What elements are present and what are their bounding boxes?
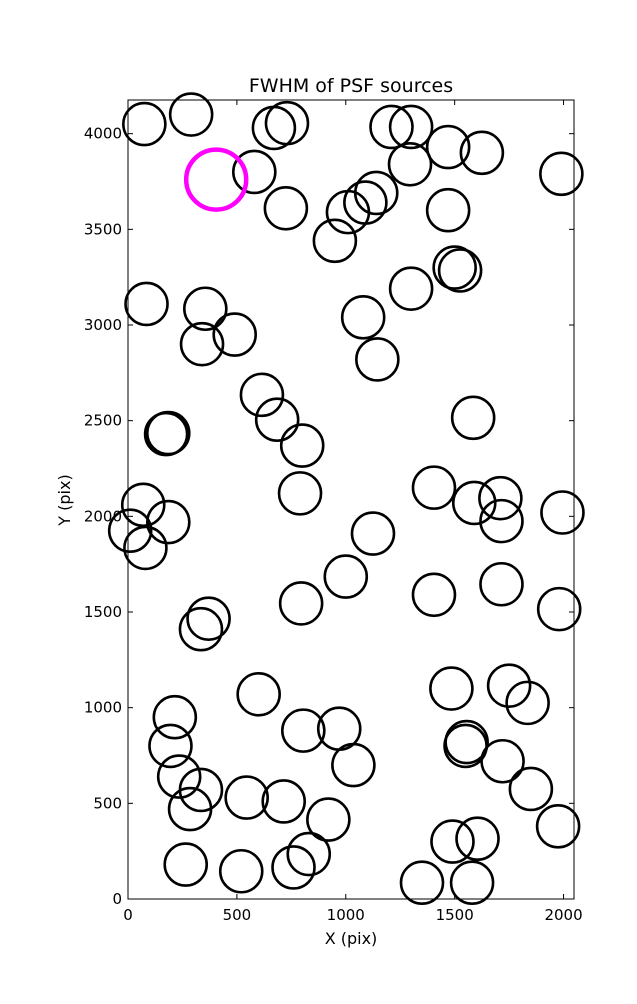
y-tick-label: 3500 [84,220,122,238]
source-circle [451,480,497,526]
source-circle [163,842,209,887]
source-circle [278,581,324,626]
source-circle [411,465,457,510]
source-circle [239,372,285,418]
source-circle [178,606,224,652]
source-circle [355,337,400,382]
source-circle [340,295,386,340]
source-circle [152,694,198,740]
source-circle [508,766,554,812]
source-circle [478,475,523,521]
source-circle [236,671,281,717]
marker-layer [107,92,585,906]
source-circle [168,92,214,137]
source-circle [277,471,323,516]
source-circle [271,845,316,890]
source-circle [331,742,376,788]
source-circle [167,786,213,832]
x-tick-label: 0 [123,906,133,924]
source-circle [479,561,524,607]
source-circle [218,848,264,894]
y-axis-ticks: 0 500 1000 1500 2000 2500 3000 3500 4000 [84,125,574,908]
source-circle [224,775,269,820]
y-tick-label: 2500 [84,412,122,430]
source-circle [343,180,388,225]
source-circle [261,779,307,824]
source-circle [388,266,434,311]
source-circle [539,151,584,197]
source-circle [281,708,326,753]
source-circle [411,572,457,618]
source-circle [437,248,483,293]
source-circle [148,723,193,769]
source-circle [449,860,495,906]
y-tick-label: 3000 [84,316,122,334]
y-axis-label: Y (pix) [55,474,74,526]
source-circle [312,218,358,264]
x-tick-label: 1000 [327,906,365,924]
y-tick-label: 0 [112,890,122,908]
source-circle [124,281,169,327]
source-circle [145,410,191,456]
source-circle [186,596,231,641]
y-tick-label: 4000 [84,125,122,143]
source-circle [455,816,500,862]
source-circle [369,104,414,150]
source-circle [430,819,475,864]
source-circle [264,100,310,146]
source-circle [432,245,477,290]
source-circle [212,312,258,357]
source-circle [425,124,471,170]
source-circle [145,499,191,545]
source-circle [279,423,325,468]
x-tick-label: 2000 [544,906,582,924]
y-tick-label: 500 [93,794,122,812]
source-circle [286,831,332,877]
source-circle [350,511,396,556]
x-tick-label: 500 [223,906,252,924]
source-circle [450,395,496,441]
chart-title: FWHM of PSF sources [249,75,453,97]
source-circle [536,586,582,632]
source-circle [425,187,471,233]
source-circle [123,525,168,571]
x-axis-label: X (pix) [325,929,378,948]
source-circle [179,321,225,367]
source-circle [399,860,445,906]
source-circle [535,803,581,849]
source-circle [122,101,167,147]
source-circle [353,170,399,216]
source-circle [107,508,153,553]
highlighted-source-circle [183,147,249,212]
source-circle [263,185,309,231]
source-circle [232,149,277,195]
source-circle [505,680,550,726]
source-circle [251,105,297,151]
source-circle [388,104,434,150]
source-circle [387,141,433,187]
x-tick-label: 1500 [436,906,474,924]
plot-frame [127,99,575,900]
source-circle [480,738,525,784]
y-tick-label: 1000 [84,699,122,717]
source-circle [254,397,300,443]
source-circle [183,286,228,332]
x-axis-ticks: 0 500 1000 1500 2000 [123,100,583,924]
source-circle [443,723,488,769]
source-circle [459,130,505,176]
source-circle [306,797,351,842]
source-circle [429,666,474,711]
y-tick-label: 2000 [84,507,122,525]
source-circle [323,554,369,599]
source-circle [479,498,524,544]
y-tick-label: 1500 [84,603,122,621]
source-circle [156,754,202,799]
source-circle [486,663,532,708]
source-circle [540,490,585,535]
